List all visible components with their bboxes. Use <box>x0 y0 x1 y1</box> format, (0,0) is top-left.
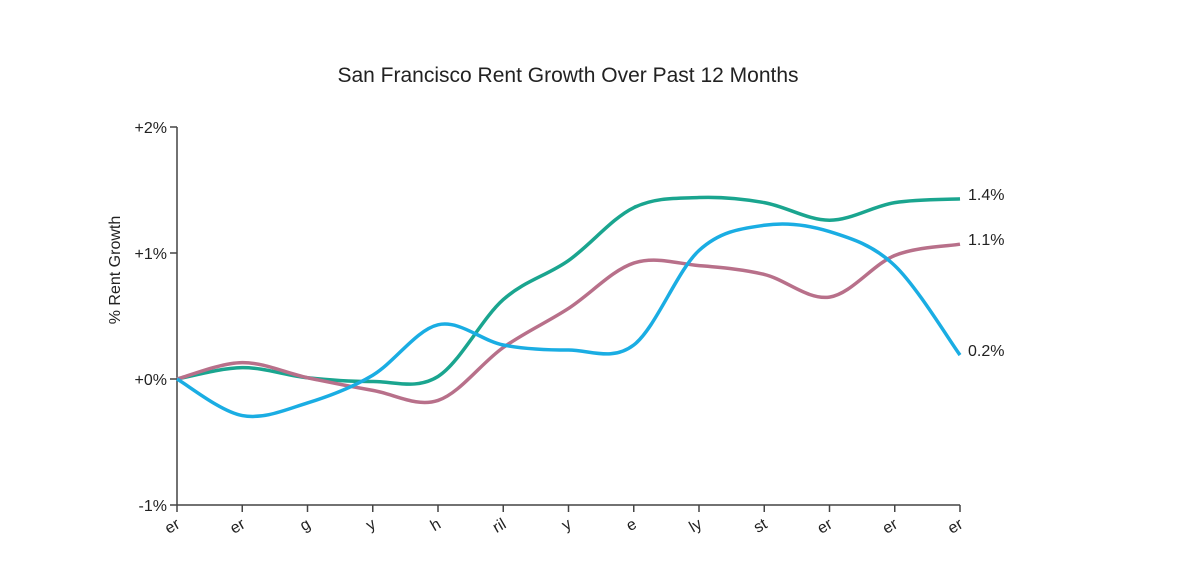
y-tick-label: +0% <box>135 372 167 389</box>
line-series <box>176 242 961 405</box>
y-tick-label: +1% <box>135 246 167 263</box>
y-tick-label: -1% <box>139 498 167 515</box>
x-tick-label: er <box>227 515 248 537</box>
value-label: 1.4% <box>968 187 1004 204</box>
x-tick-label: er <box>945 515 966 537</box>
y-axis-label: % Rent Growth <box>107 216 124 324</box>
x-tick-label: st <box>751 515 771 536</box>
x-tick-label: er <box>162 515 183 537</box>
chart-title: San Francisco Rent Growth Over Past 12 M… <box>337 64 798 87</box>
value-label: 1.1% <box>968 232 1004 249</box>
y-tick-label: +2% <box>135 120 167 137</box>
x-tick-label: h <box>428 516 444 535</box>
x-tick-label: g <box>297 516 313 535</box>
x-tick-label: ril <box>490 516 509 537</box>
value-label: 0.2% <box>968 343 1004 360</box>
x-tick-label: e <box>624 516 640 535</box>
x-tick-label: er <box>880 515 901 537</box>
x-tick-label: y <box>363 516 378 535</box>
x-tick-label: er <box>815 515 836 537</box>
x-tick-label: y <box>559 516 574 535</box>
line-series <box>176 222 962 419</box>
x-tick-label: ly <box>686 516 705 537</box>
